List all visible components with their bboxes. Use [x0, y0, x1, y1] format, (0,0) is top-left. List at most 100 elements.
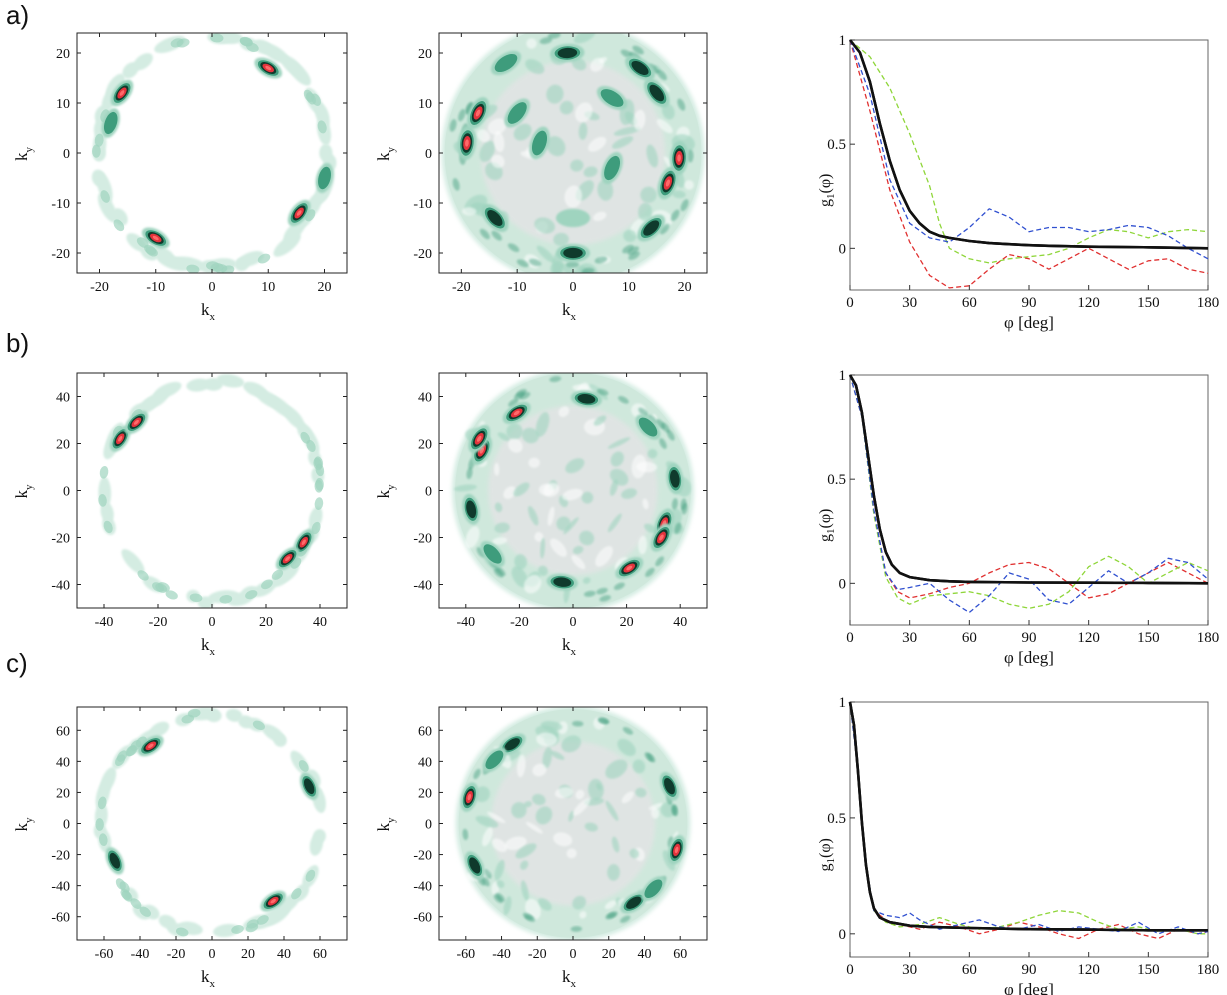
- disc-rim: [547, 33, 561, 39]
- disc-mottle: [526, 38, 537, 49]
- x-tick-label: 0: [570, 280, 577, 295]
- disc-mottle: [497, 432, 510, 442]
- series-line-solid-top: [848, 701, 1208, 932]
- disc-rim: [495, 566, 506, 576]
- disc-mottle: [640, 186, 657, 204]
- y-tick-label: 0: [63, 147, 70, 162]
- ring-segment: [261, 724, 285, 743]
- y-axis-label-subscript: 1: [825, 858, 837, 864]
- disc-mottle: [465, 526, 480, 549]
- peak-mid: [483, 544, 502, 564]
- ring-segment: [122, 62, 139, 79]
- x-tick-label: 60: [962, 962, 977, 978]
- disc-rim: [516, 259, 529, 268]
- disc-rim: [666, 429, 675, 441]
- disc-mottle: [563, 517, 579, 535]
- ring-segment: [155, 583, 168, 593]
- disc-rim: [620, 49, 633, 58]
- peak-hot-core: [659, 534, 664, 541]
- ring-segment: [238, 715, 254, 729]
- disc-mottle: [562, 488, 583, 501]
- peak-dark: [670, 469, 680, 488]
- disc-mottle: [525, 59, 545, 74]
- disc-rim: [645, 567, 655, 577]
- disc-rim: [598, 717, 610, 724]
- peak-dark: [626, 896, 642, 909]
- line-panel-2: 0 30 60 90 120 150 180 0 0.5 1 φ [deg] g1(φ): [817, 33, 1219, 332]
- disc-mottle: [584, 822, 598, 832]
- x-tick-label: 120: [1077, 295, 1100, 311]
- disc-mottle: [547, 506, 555, 526]
- y-tick-label: -20: [413, 849, 432, 864]
- disc-mottle: [573, 33, 596, 44]
- x-tick-label: 0: [570, 615, 577, 630]
- y-tick-label: 0: [425, 485, 432, 500]
- disc-mottle: [583, 166, 598, 178]
- y-tick-label: 20: [418, 47, 432, 62]
- disc-rim: [466, 467, 473, 480]
- disc-mottle: [613, 126, 641, 136]
- disc-mottle: [611, 836, 620, 853]
- x-axis-label: kx: [562, 635, 577, 658]
- y-tick-label: -40: [413, 579, 432, 594]
- disc-rim: [462, 828, 469, 841]
- ring-segment: [113, 219, 125, 232]
- x-axis-label: kx: [201, 300, 216, 323]
- y-tick-label: -20: [51, 849, 70, 864]
- y-axis-label-suffix: (φ): [817, 509, 834, 529]
- ring-segment: [219, 595, 233, 604]
- heatmap-panel-7: -60 -40 -20 0 20 40 60 -60 -40 -20 0 20 40 60 kx ky: [374, 706, 708, 990]
- disc-rim: [613, 582, 625, 590]
- disc-mottle: [525, 821, 543, 834]
- disc-mottle: [554, 787, 574, 799]
- disc-mottle: [559, 100, 574, 115]
- disc-mottle: [611, 136, 634, 149]
- disc-mottle: [492, 537, 508, 545]
- x-tick-label: 20: [318, 280, 332, 295]
- disc-rim: [583, 590, 596, 597]
- disc-rim: [539, 37, 553, 45]
- x-tick-label: -60: [95, 947, 114, 962]
- peak-hot-core: [513, 410, 520, 416]
- x-tick-label: 0: [846, 630, 854, 646]
- peak-dark: [631, 60, 649, 76]
- x-axis-label: kx: [201, 967, 216, 990]
- disc-rim: [572, 720, 584, 727]
- x-axis-label: kx: [201, 635, 216, 658]
- disc-mottle: [597, 179, 614, 201]
- heatmap-panel-0: -20 -10 0 10 20 -20 -10 0 10 20 kx ky: [12, 32, 348, 323]
- disc-mottle: [511, 802, 527, 819]
- disc-rim: [671, 498, 678, 510]
- ring-segment: [95, 818, 104, 831]
- peak-mid: [494, 53, 518, 73]
- ring-segment: [120, 888, 131, 901]
- ring-segment: [103, 520, 113, 534]
- y-axis-label-subscript: y: [23, 817, 35, 823]
- disc-rim: [620, 915, 631, 923]
- disc-mottle: [536, 732, 558, 747]
- x-tick-label: -20: [452, 280, 471, 295]
- ring-segment: [314, 497, 324, 510]
- x-tick-label: 30: [902, 630, 917, 646]
- ring-segment: [98, 493, 107, 507]
- disc-rim: [483, 868, 492, 879]
- heatmap-plot-area: [452, 373, 694, 608]
- disc-rim: [597, 388, 609, 396]
- peak-dark: [553, 577, 572, 587]
- disc-mottle: [491, 154, 505, 169]
- peak-hot-core: [285, 556, 291, 562]
- disc-mottle: [593, 211, 607, 222]
- disc-mottle: [558, 406, 570, 417]
- ring-segment: [271, 569, 284, 580]
- y-tick-label: 60: [418, 724, 432, 739]
- x-axis-label: φ [deg]: [1004, 980, 1054, 995]
- ring-segment: [189, 593, 203, 603]
- disc-rim: [508, 398, 519, 407]
- peak-hot-core: [677, 154, 681, 162]
- disc-mottle: [506, 423, 523, 440]
- x-tick-label: 40: [277, 947, 291, 962]
- disc-mottle: [515, 843, 537, 859]
- disc-mottle: [532, 793, 546, 806]
- x-tick-label: 0: [846, 962, 854, 978]
